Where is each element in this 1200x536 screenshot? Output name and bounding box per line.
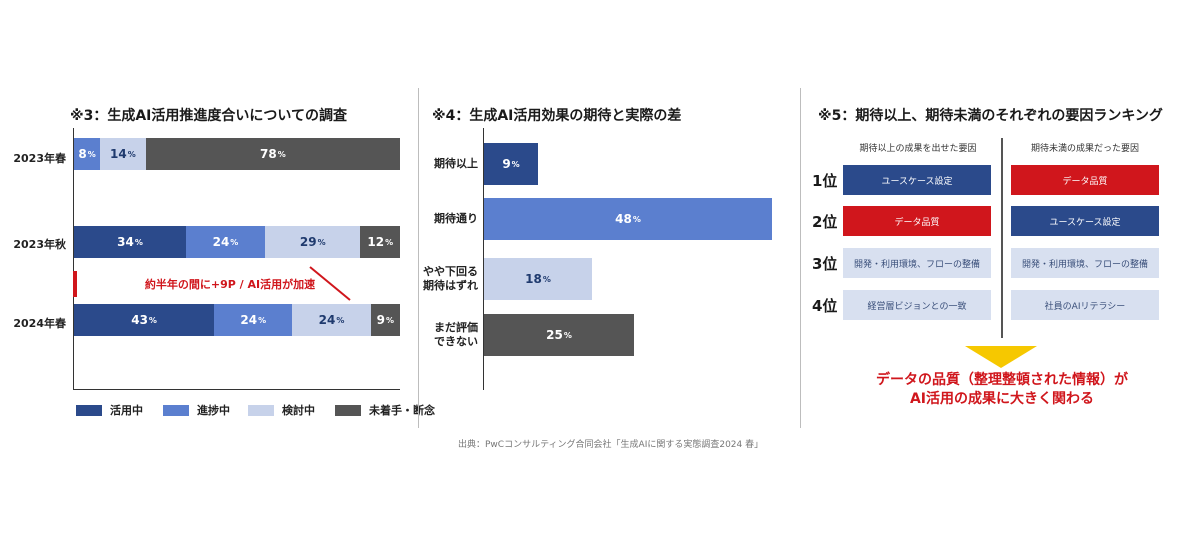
chart2-title: ※4：生成AI活用効果の期待と実際の差 <box>432 108 682 124</box>
legend-label: 検討中 <box>282 404 315 417</box>
chart1-title: ※3：生成AI活用推進度合いについての調査 <box>70 108 347 124</box>
rank-item: 経営層ビジョンとの一致 <box>843 290 991 320</box>
chart1-category-label: 2024年春 <box>13 317 66 330</box>
table3-col-header-2: 期待未満の成果だった要因 <box>1030 144 1139 154</box>
chart1-annotation: 約半年の間に+9P / AI活用が加速 <box>144 278 316 291</box>
chart1-bar-segment: 24% <box>185 226 265 258</box>
source-note: 出典：PwCコンサルティング合同会社「生成AIに関する実態調査2024 春」 <box>458 440 764 450</box>
chart2-bar: 48% <box>484 198 772 240</box>
rank-item: ユースケース設定 <box>843 165 991 195</box>
chart1-x-axis <box>73 389 400 390</box>
rank-item: 社員のAIリテラシー <box>1011 290 1159 320</box>
legend-swatch <box>335 404 361 416</box>
chart1-y-axis <box>73 128 74 390</box>
rank-item: データ品質 <box>1011 165 1159 195</box>
chart2-bar: 18% <box>484 258 592 300</box>
chart1-legend-item: 検討中 <box>248 402 315 418</box>
chart1-legend-item: 未着手・断念 <box>335 402 435 418</box>
chart2-category-label: 期待以上 <box>434 157 478 170</box>
legend-swatch <box>76 404 102 416</box>
chart1-annotation-bar <box>73 271 77 297</box>
rank-number: 1位 <box>812 172 838 190</box>
divider-1 <box>418 88 419 428</box>
chart1-bar-segment: 9% <box>370 304 400 336</box>
chart1-bar-segment: 34% <box>74 226 186 258</box>
rank-item: データ品質 <box>843 206 991 236</box>
legend-label: 未着手・断念 <box>369 404 435 417</box>
rank-number: 2位 <box>812 213 838 231</box>
rank-item: 開発・利用環境、フローの整備 <box>1011 248 1159 278</box>
table3-column-divider <box>1001 138 1003 338</box>
chart1-bar-segment: 12% <box>360 226 400 258</box>
chart2-category-label: やや下回る 期待はずれ <box>423 265 478 292</box>
conclusion-line-1: データの品質（整理整頓された情報）が <box>876 372 1128 388</box>
chart1-category-label: 2023年秋 <box>13 238 66 251</box>
chart1-category-label: 2023年春 <box>13 152 66 165</box>
rank-number: 4位 <box>812 297 838 315</box>
legend-label: 進捗中 <box>197 404 230 417</box>
table3-title: ※5：期待以上、期待未満のそれぞれの要因ランキング <box>818 108 1163 124</box>
table3-col-header-1: 期待以上の成果を出せた要因 <box>859 144 977 154</box>
conclusion-arrow-icon <box>965 346 1037 368</box>
chart2-y-axis <box>483 128 484 390</box>
chart2-bar: 9% <box>484 143 538 185</box>
chart1-bar-segment: 24% <box>214 304 293 336</box>
legend-label: 活用中 <box>110 404 143 417</box>
chart2-category-label: 期待通り <box>434 212 478 225</box>
conclusion-line-2: AI活用の成果に大きく関わる <box>909 391 1095 407</box>
chart1-annotation-line <box>309 266 351 301</box>
chart1-bar-segment: 43% <box>74 304 215 336</box>
rank-item: ユースケース設定 <box>1011 206 1159 236</box>
chart1-legend-item: 活用中 <box>76 402 143 418</box>
chart1-legend-item: 進捗中 <box>163 402 230 418</box>
divider-2 <box>800 88 801 428</box>
chart1-bar-segment: 24% <box>292 304 371 336</box>
legend-swatch <box>163 404 189 416</box>
chart1-bar-segment: 8% <box>74 138 101 170</box>
chart2-category-label: まだ評価 できない <box>434 321 478 348</box>
legend-swatch <box>248 404 274 416</box>
rank-number: 3位 <box>812 255 838 273</box>
chart2-bar: 25% <box>484 314 634 356</box>
rank-item: 開発・利用環境、フローの整備 <box>843 248 991 278</box>
chart1-bar-segment: 29% <box>264 226 361 258</box>
chart1-bar-segment: 78% <box>145 138 400 170</box>
chart1-bar-segment: 14% <box>100 138 146 170</box>
